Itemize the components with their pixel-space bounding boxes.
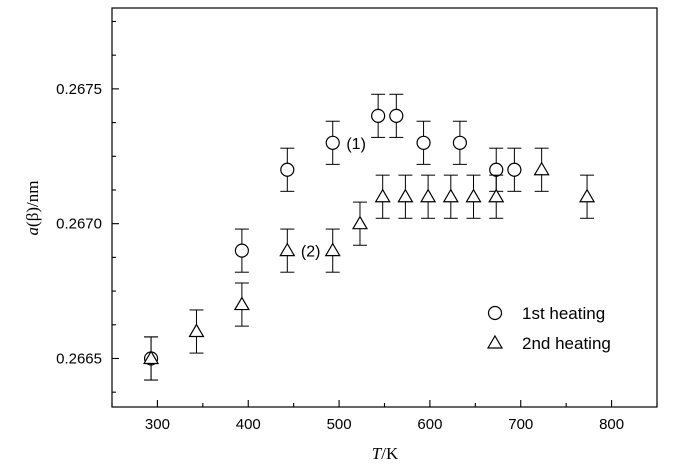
data-point-2nd-heating [351, 215, 369, 230]
y-tick-label: 0.2675 [56, 81, 102, 98]
data-point-1st-heating [234, 243, 249, 258]
data-point-1st-heating [489, 162, 504, 177]
y-tick-label: 0.2665 [56, 350, 102, 367]
data-point-2nd-heating [442, 188, 459, 203]
y-axis: 0.2665 0.2670 0.2675 [56, 20, 119, 393]
legend-label-1st-heating: 1st heating [522, 304, 605, 323]
data-point-2nd-heating [188, 323, 205, 338]
data-point-1st-heating [325, 135, 340, 150]
x-axis: 300 400 500 600 700 800 [111, 400, 658, 433]
y-axis-title: a(β)/nm [23, 181, 42, 236]
legend-marker-circle [487, 305, 503, 321]
data-point-1st-heating [416, 135, 431, 150]
x-tick-label: 800 [599, 416, 624, 433]
data-point-1st-heating [280, 162, 295, 177]
x-tick-label: 600 [417, 416, 442, 433]
x-tick-label: 400 [236, 416, 261, 433]
data-point-2nd-heating [374, 188, 391, 203]
x-tick-label: 500 [327, 416, 352, 433]
data-point-1st-heating [507, 162, 522, 177]
x-tick-label: 300 [145, 416, 170, 433]
annotation-layer: (1) (2) [301, 136, 366, 261]
data-point-2nd-heating [397, 188, 414, 203]
data-point-2nd-heating [488, 188, 505, 203]
series-layer [143, 93, 596, 381]
data-point-1st-heating [389, 108, 404, 123]
x-tick-label: 700 [508, 416, 533, 433]
data-point-2nd-heating [279, 242, 296, 257]
data-point-2nd-heating [420, 188, 437, 203]
data-point-1st-heating [371, 108, 386, 123]
x-axis-title: T/K [372, 444, 399, 463]
legend-marker-triangle [486, 334, 504, 349]
data-point-2nd-heating [533, 161, 550, 176]
data-point-2nd-heating [465, 188, 482, 203]
data-point-2nd-heating [579, 188, 596, 203]
legend-label-2nd-heating: 2nd heating [522, 334, 611, 353]
y-tick-label: 0.2670 [56, 216, 102, 233]
data-point-2nd-heating [233, 296, 250, 311]
annotation-label: (1) [346, 136, 366, 153]
data-point-2nd-heating [143, 350, 160, 365]
legend: 1st heating 2nd heating [486, 304, 611, 353]
annotation-label: (2) [301, 244, 321, 261]
data-point-1st-heating [452, 135, 467, 150]
data-point-2nd-heating [324, 242, 341, 257]
